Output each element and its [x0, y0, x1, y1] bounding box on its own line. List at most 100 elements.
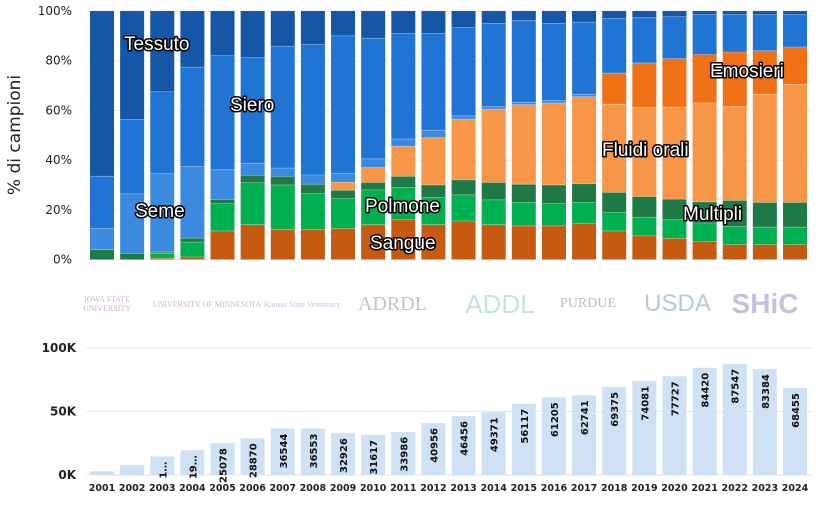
bar-segment-tessuto — [632, 11, 657, 18]
data-label: 33986 — [399, 437, 410, 472]
x-tick-label: 2001 — [89, 483, 115, 494]
bar-segment-tessuto — [511, 11, 536, 21]
x-tick-label: 2017 — [571, 483, 597, 494]
bar-segment-seme — [90, 228, 114, 250]
bar-segment-sangue — [481, 224, 506, 260]
bar-segment-polmone — [752, 227, 777, 245]
data-label: 28870 — [249, 443, 260, 478]
bar-segment-polmone — [240, 182, 265, 225]
data-label: 83384 — [761, 374, 772, 409]
count-bar — [511, 403, 536, 475]
bar-segment-multipli — [180, 238, 205, 243]
count-bar — [541, 397, 566, 475]
bar-segment-seme — [481, 106, 506, 110]
bar-segment-seme — [361, 158, 386, 168]
bar-segment-tessuto — [481, 11, 506, 24]
bar-segment-multipli — [300, 184, 325, 194]
bar-segment-fluidi-orali — [692, 102, 717, 202]
logo-shic: SHiC — [731, 288, 799, 319]
bar-segment-siero — [752, 14, 777, 51]
bar-segment-sangue — [632, 235, 657, 260]
bar-segment-sangue — [602, 230, 627, 260]
bar-segment-fluidi-orali — [722, 106, 747, 201]
bar-segment-polmone — [180, 242, 205, 258]
data-label: 46456 — [460, 421, 471, 456]
bar-segment-siero — [722, 14, 747, 53]
bar-segment-seme — [421, 130, 446, 138]
logo-minnesota: UNIVERSITY OF MINNESOTA — [152, 299, 262, 309]
bar-segment-multipli — [481, 182, 506, 200]
bar-segment-siero — [150, 91, 175, 174]
bar-segment-multipli — [722, 200, 747, 227]
data-label: 36544 — [279, 434, 290, 469]
bar-segment-sangue — [722, 244, 747, 260]
bar-segment-polmone — [421, 197, 446, 225]
bar-segment-siero — [180, 67, 205, 167]
bar-segment-tessuto — [180, 11, 205, 68]
x-tick-label: 2007 — [270, 483, 296, 494]
bar-segment-tessuto — [451, 11, 476, 28]
bar-segment-siero — [511, 20, 536, 103]
count-bar — [331, 433, 356, 475]
bar-segment-multipli — [541, 184, 566, 204]
bar-segment-siero — [120, 119, 145, 194]
bar-segment-multipli — [572, 183, 597, 203]
sample-type-stacked-chart: 0% 20% 40% 60% 80% 100% % di campioni Sangue Pol… — [5, 4, 812, 267]
bar-segment-multipli — [632, 196, 657, 218]
bar-segment-tessuto — [602, 11, 627, 19]
bar-segment-sangue — [421, 224, 446, 260]
bar-segment-multipli — [391, 176, 416, 188]
data-label: 40956 — [429, 428, 440, 463]
data-label: 77727 — [670, 381, 681, 416]
bar-segment-polmone — [572, 202, 597, 224]
x-tick-label: 2023 — [752, 483, 778, 494]
bar-segment-fluidi-orali — [391, 146, 416, 177]
x-tick-label: 2010 — [360, 483, 387, 494]
bar-segment-polmone — [361, 189, 386, 225]
bar-segment-tessuto — [361, 11, 386, 39]
bar-segment-sangue — [692, 241, 717, 260]
bar-segment-siero — [421, 33, 446, 131]
bar-segment-seme — [240, 163, 265, 176]
bar-segment-fluidi-orali — [632, 107, 657, 197]
count-bar — [572, 395, 597, 475]
bar-segment-siero — [602, 18, 627, 74]
bar-segment-polmone — [331, 198, 356, 229]
bar-segment-siero — [451, 27, 476, 116]
bar-segment-siero — [300, 44, 325, 176]
bar-segment-sangue — [782, 244, 807, 260]
bar-segment-multipli — [662, 199, 687, 220]
bar-segment-emosieri — [692, 54, 717, 103]
count-bar — [240, 438, 265, 475]
bar-segment-siero — [90, 176, 114, 229]
x-tick-label: 2022 — [722, 483, 748, 494]
bar-segment-siero — [331, 35, 356, 174]
bar-segment-siero — [572, 22, 597, 95]
bar-segment-emosieri — [782, 47, 807, 85]
logo-iowa-state: IOWA STATE UNIVERSITY — [83, 295, 131, 313]
bar-segment-multipli — [150, 252, 175, 254]
count-bar — [391, 431, 416, 475]
bar-segment-polmone — [210, 203, 235, 231]
bar-segment-tessuto — [421, 11, 446, 34]
bar-segment-seme — [210, 169, 235, 200]
x-tick-label: 2018 — [601, 483, 628, 494]
x-tick-label: 2009 — [330, 483, 356, 494]
bar-segment-sangue — [662, 238, 687, 260]
bar-segment-polmone — [541, 203, 566, 226]
data-label: 61205 — [550, 402, 561, 437]
bar-segment-tessuto — [300, 11, 325, 45]
bar-segment-siero — [391, 33, 416, 139]
bar-segment-multipli — [120, 253, 145, 260]
x-tick-label: 2013 — [450, 483, 476, 494]
bar-segment-tessuto — [240, 11, 265, 58]
bar-segment-fluidi-orali — [331, 182, 356, 191]
count-bar — [752, 369, 777, 475]
count-bar — [692, 367, 717, 475]
bar-segment-emosieri — [722, 52, 747, 107]
bar-segment-sangue — [541, 225, 566, 260]
y-tick-label: 60% — [45, 103, 72, 117]
x-tick-label: 2019 — [631, 483, 657, 494]
